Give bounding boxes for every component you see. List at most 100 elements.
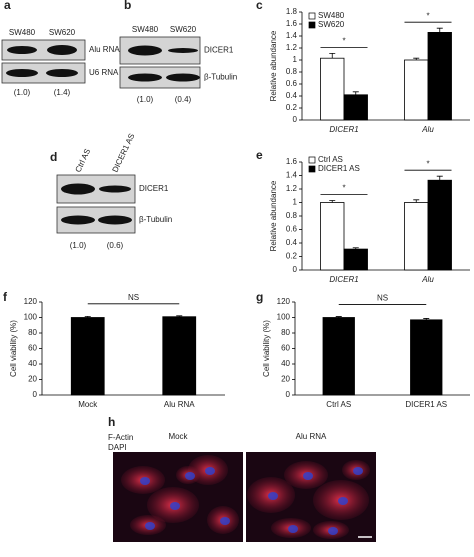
bar [320,57,345,121]
bar [427,179,452,271]
error-bar [352,247,359,250]
error-bar [413,57,420,60]
nucleus [220,517,230,525]
blot-strip [1,39,86,61]
y-tick-label: 1 [293,55,298,64]
band [99,185,131,193]
y-tick-label: 1.2 [286,43,298,52]
y-tick-label: 1.2 [286,184,298,193]
panel-label: b [124,0,131,12]
y-axis-label: Cell viability (%) [9,320,18,377]
panel-label: g [256,290,263,304]
band [168,48,198,53]
lane-label: SW620 [170,25,197,34]
y-tick-label: 1 [293,198,298,207]
nucleus [185,472,195,480]
y-tick-label: 40 [281,359,290,368]
y-tick-label: 0.6 [286,225,298,234]
row-label: DICER1 [139,184,169,193]
y-tick-label: 0.8 [286,211,298,220]
y-tick-label: 100 [277,313,291,322]
nucleus [205,467,215,475]
blot-strip [1,62,86,84]
y-tick-label: 0 [286,390,291,399]
band [98,215,132,225]
y-tick-label: 60 [281,344,290,353]
x-tick-label: Alu [421,275,434,284]
legend-swatch [308,21,316,29]
y-tick-label: 100 [24,313,38,322]
error-bar [329,53,336,59]
stain-label: F-Actin [108,433,133,442]
x-tick-label: Mock [78,400,98,409]
y-tick-label: 0.2 [286,103,298,112]
y-tick-label: 80 [28,328,37,337]
significance: * [342,184,345,193]
column-label: Mock [168,432,188,441]
lane-label: Ctrl AS [74,147,93,173]
row-label: DICER1 [204,46,234,55]
bar [70,317,105,396]
error-bar [176,315,183,317]
panel-label: e [256,148,263,162]
x-tick-label: Ctrl AS [326,400,351,409]
error-bar [423,318,430,320]
column-label: Alu RNA [296,432,327,441]
y-tick-label: 0 [293,265,298,274]
bar [404,202,429,271]
x-tick-label: DICER1 AS [405,400,447,409]
x-tick-label: Alu RNA [164,400,195,409]
y-tick-label: 80 [281,328,290,337]
y-axis-label: Relative abundance [269,30,278,101]
row-label: β-Tubulin [139,215,172,224]
band [7,46,37,54]
significance: NS [377,294,388,303]
legend-swatch [308,156,316,164]
row-label: Alu RNA [89,45,120,54]
lane-label: SW480 [9,28,36,37]
legend-label: DICER1 AS [318,164,360,173]
y-tick-label: 20 [28,375,37,384]
error-bar [413,199,420,203]
legend-swatch [308,165,316,173]
quantification: (1.0) [70,241,87,250]
significance: * [426,159,429,168]
y-tick-label: 0.4 [286,91,298,100]
y-tick-label: 0.2 [286,252,298,261]
nucleus [338,497,348,505]
panel-label: h [108,415,115,429]
y-tick-label: 20 [281,375,290,384]
y-tick-label: 1.4 [286,171,298,180]
row-label: β-Tubulin [204,73,237,82]
band [46,69,78,77]
significance: * [342,37,345,46]
band [47,45,77,55]
band [166,73,200,82]
nucleus [303,472,313,480]
significance: * [426,11,429,20]
nucleus [145,522,155,530]
y-tick-label: 40 [28,359,37,368]
quantification: (1.0) [14,88,31,97]
bar [343,94,368,121]
band [61,183,95,195]
y-axis-label: Relative abundance [269,180,278,251]
x-tick-label: Alu [421,125,434,134]
nucleus [140,477,150,485]
lane-label: DICER1 AS [111,132,137,174]
y-tick-label: 1.8 [286,7,298,16]
quantification: (1.0) [137,95,154,104]
quantification: (0.6) [107,241,124,250]
panel-label: c [256,0,263,12]
legend-label: SW620 [318,20,345,29]
error-bar [436,27,443,33]
error-bar [335,316,342,318]
bar [320,202,345,271]
bar [343,248,368,271]
band [61,215,95,225]
legend-swatch [308,12,316,20]
y-tick-label: 1.6 [286,157,298,166]
bar [322,317,355,396]
nucleus [353,467,363,475]
